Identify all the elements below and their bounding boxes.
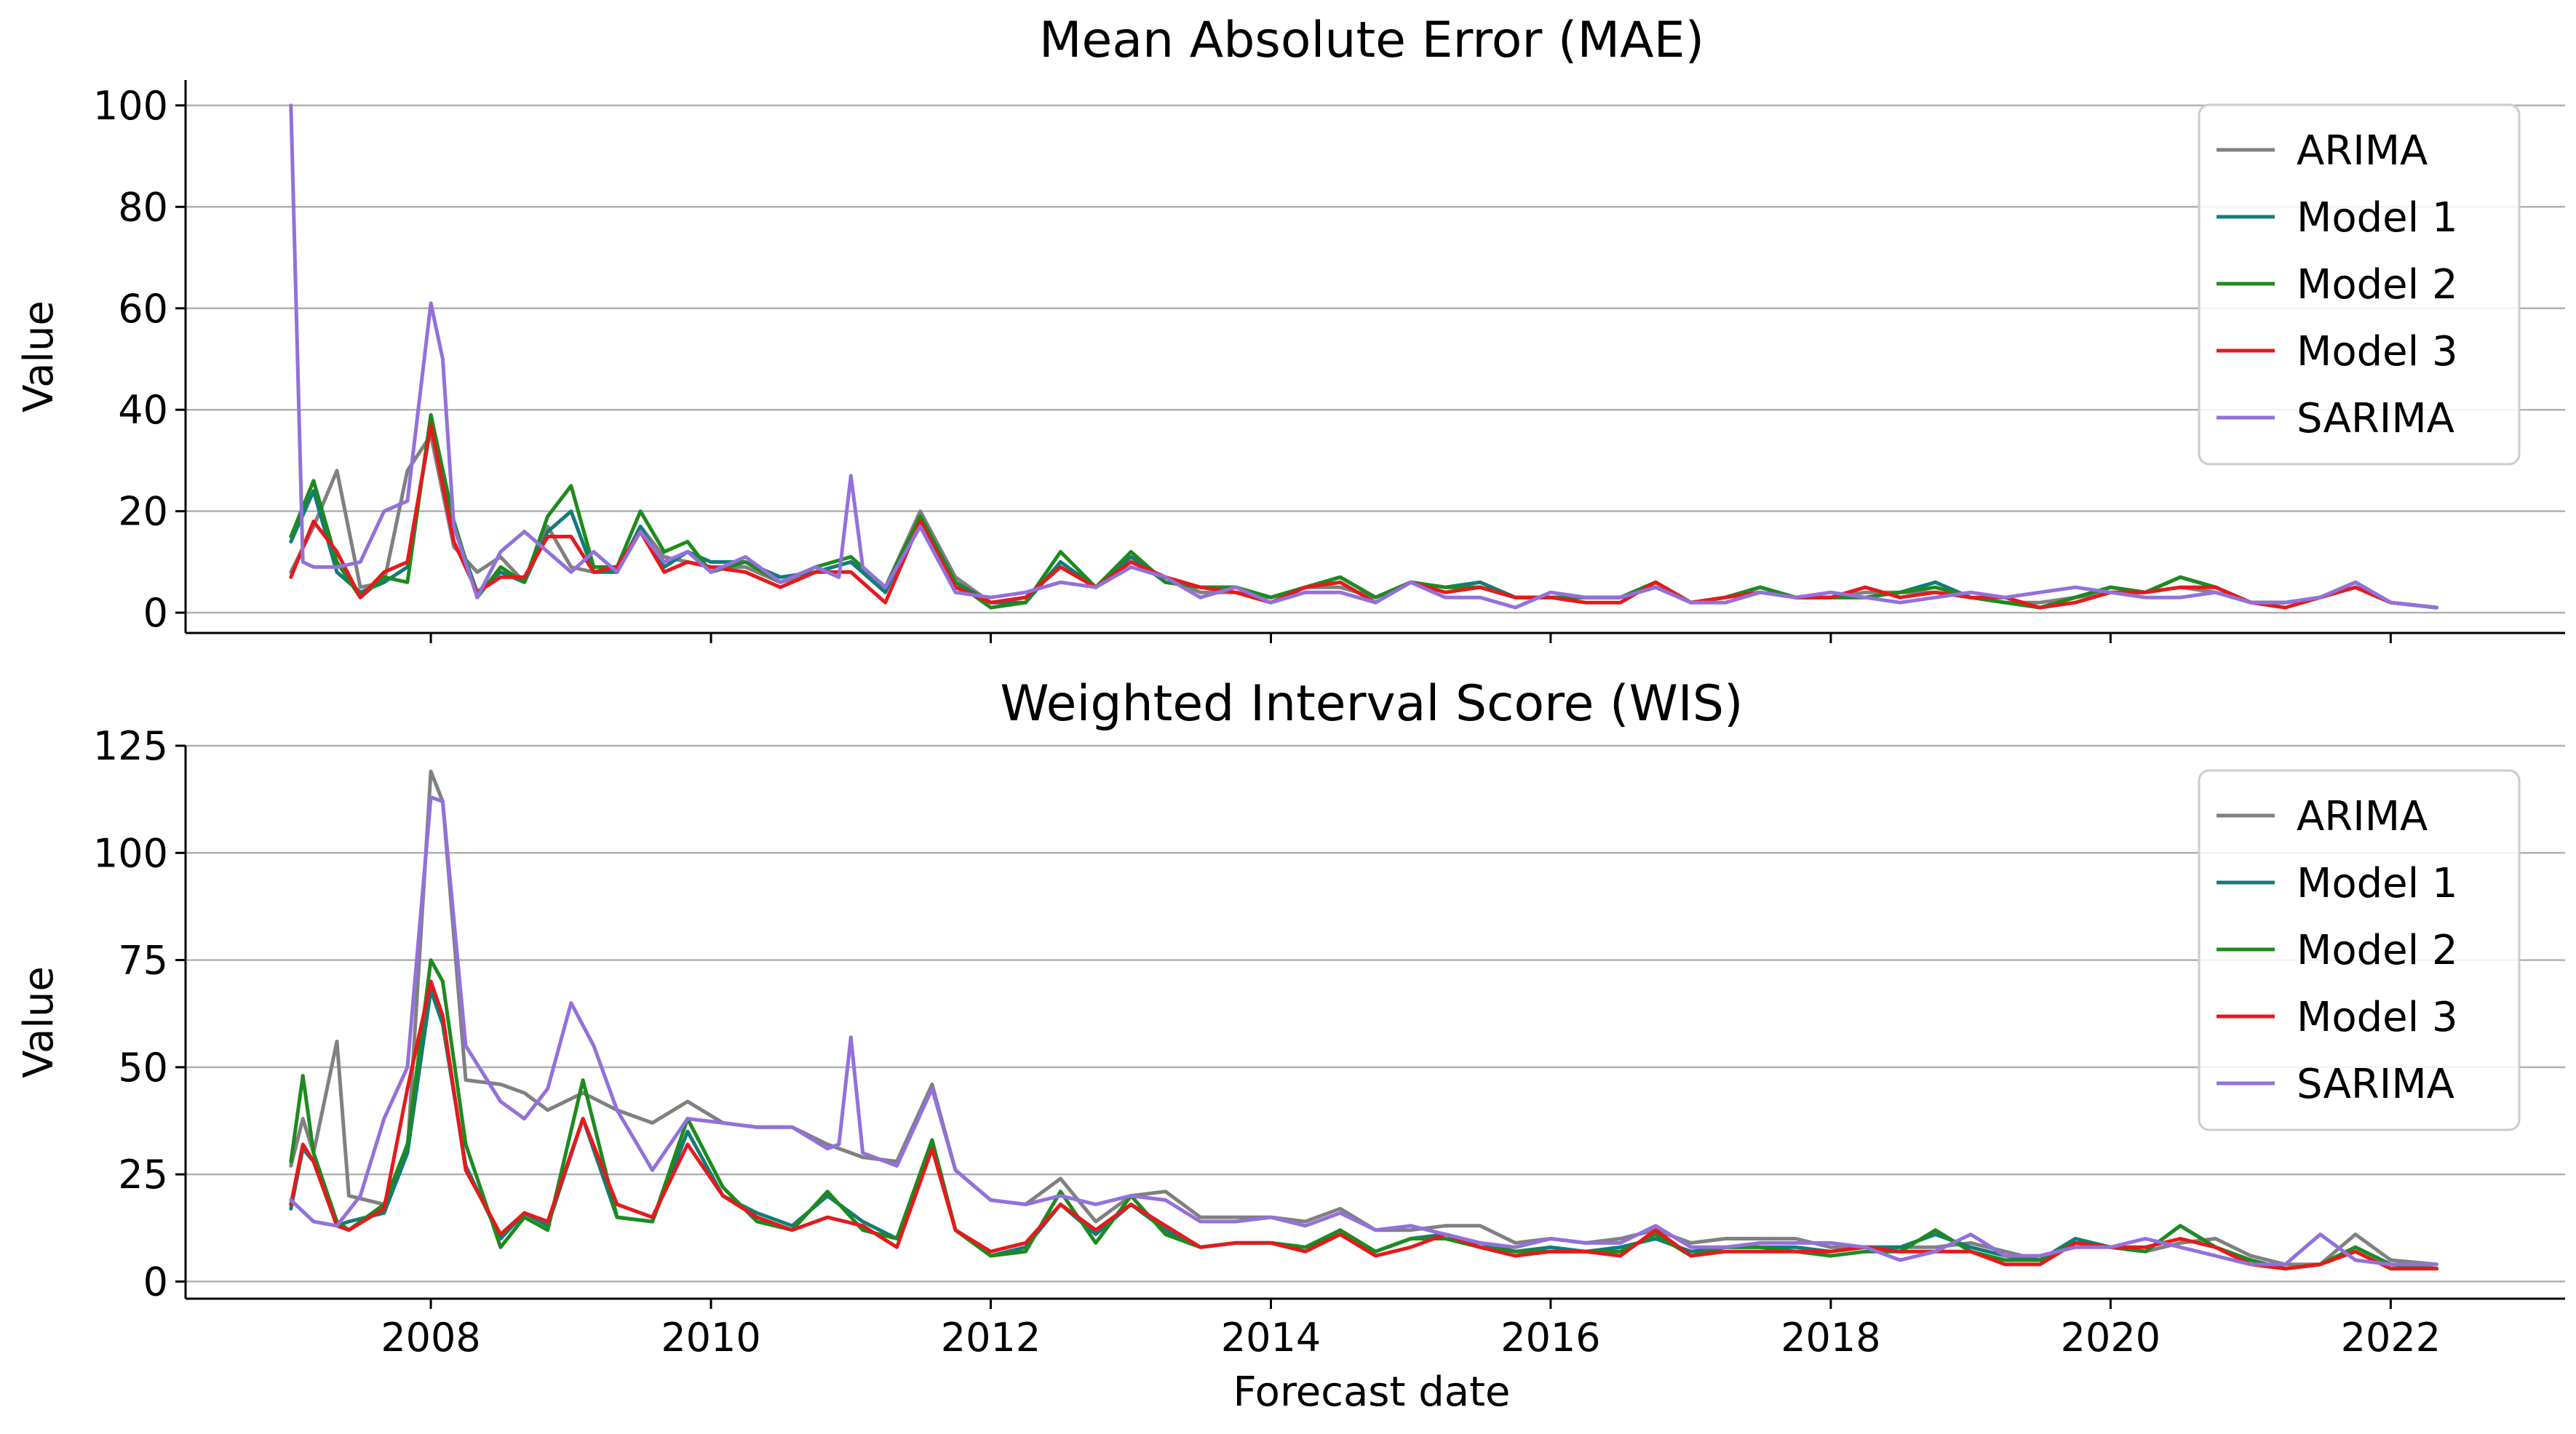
mae-ticks: 0 20 40 60 80 100 [93,83,2392,643]
mae-series-line-model-3 [289,423,2439,610]
wis-series-lines [289,769,2439,1271]
mae-legend-box [2198,103,2521,466]
wis-legend-label: Model 3 [2297,994,2458,1041]
wis-gridlines [186,744,2565,1283]
wis-series-line-model-3 [289,979,2439,1271]
wis-x-axis-label: Forecast date [1233,1369,1510,1416]
wis-legend-label: SARIMA [2297,1061,2454,1108]
mae-legend: ARIMA Model 1 Model 2 Model 3 SARIMA [2198,103,2521,466]
wis-y-tick-label: 0 [143,1259,168,1304]
mae-y-tick-label: 0 [143,590,168,636]
wis-x-tick-label: 2010 [661,1315,760,1361]
mae-y-axis-label: Value [15,300,63,413]
wis-y-tick-label: 100 [93,830,168,876]
mae-legend-label: Model 2 [2297,261,2458,308]
mae-series-line-sarima [289,103,2439,610]
mae-y-tick-label: 40 [118,387,168,433]
wis-x-tick-label: 2020 [2061,1315,2160,1361]
wis-x-tick-label: 2016 [1500,1315,1600,1361]
mae-series-lines [289,103,2439,610]
wis-x-tick-label: 2018 [1781,1315,1880,1361]
wis-panel: Weighted Interval Score (WIS) Value Fore… [15,675,2565,1416]
mae-y-tick-label: 80 [118,184,168,230]
mae-chart-title: Mean Absolute Error (MAE) [1039,12,1704,69]
mae-gridlines [186,104,2565,614]
wis-x-tick-label: 2008 [381,1315,480,1361]
wis-chart-title: Weighted Interval Score (WIS) [1000,675,1743,733]
wis-legend-label: ARIMA [2297,793,2428,840]
wis-y-tick-label: 75 [118,938,168,984]
mae-y-tick-label: 20 [118,489,168,535]
mae-legend-label: ARIMA [2297,127,2428,175]
mae-panel: Mean Absolute Error (MAE) Value 0 20 40 60 8… [15,12,2565,643]
wis-axes [184,746,2565,1300]
wis-y-tick-label: 50 [118,1045,168,1091]
wis-y-tick-label: 25 [118,1152,168,1198]
wis-x-tick-label: 2014 [1221,1315,1321,1361]
mae-axes [184,80,2565,634]
wis-legend: ARIMA Model 1 Model 2 Model 3 SARIMA [2198,769,2521,1131]
mae-legend-label: Model 3 [2297,328,2458,375]
wis-legend-label: Model 1 [2297,860,2458,907]
wis-legend-label: Model 2 [2297,927,2458,974]
mae-legend-label: SARIMA [2297,395,2454,442]
wis-y-tick-label: 125 [93,723,168,769]
mae-y-tick-label: 60 [118,286,168,332]
wis-ticks: 0 25 50 75 100 125 2008 2010 2012 2014 2016 2018 202… [93,723,2441,1361]
mae-y-tick-label: 100 [93,83,168,129]
wis-x-tick-label: 2022 [2341,1315,2441,1361]
mae-legend-label: Model 1 [2297,194,2458,242]
wis-x-tick-label: 2012 [941,1315,1041,1361]
wis-y-axis-label: Value [15,966,63,1078]
wis-series-line-sarima [289,795,2439,1267]
wis-legend-box [2198,769,2521,1131]
